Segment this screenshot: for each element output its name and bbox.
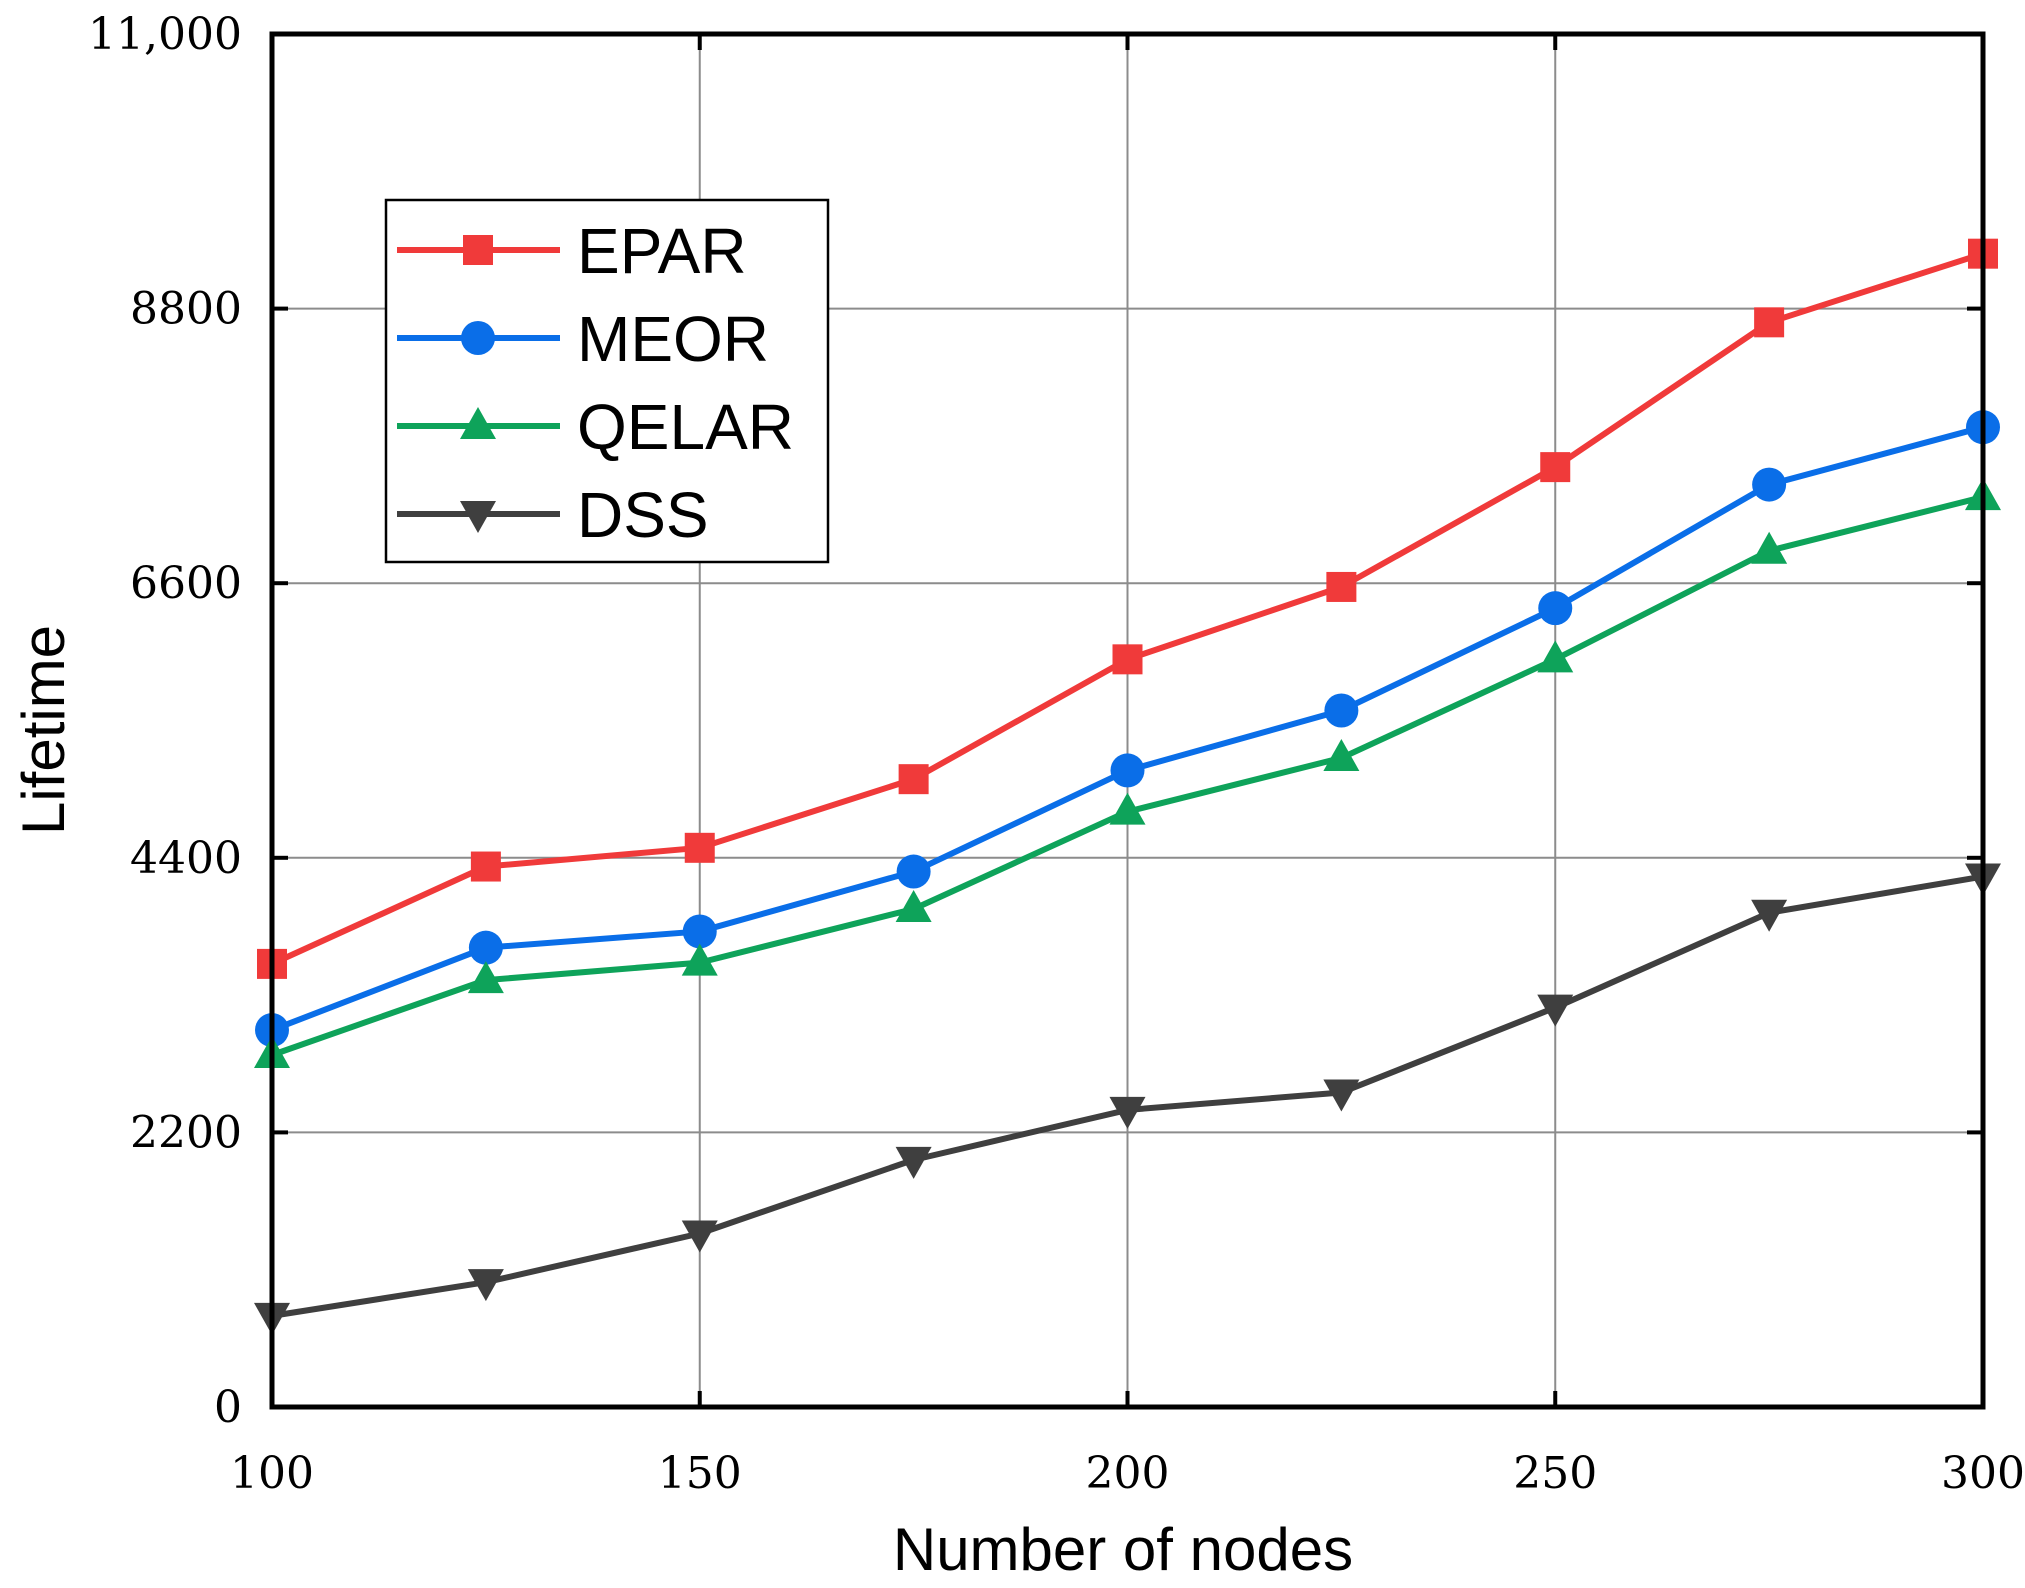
data-point-dss [1537, 994, 1574, 1027]
data-point-meor [468, 930, 503, 965]
legend: EPAR MEOR QELAR DSS [384, 198, 830, 564]
data-point-meor [682, 914, 717, 949]
data-point-dss [1751, 899, 1788, 932]
legend-label: DSS [577, 479, 709, 551]
data-point-qelar [1537, 640, 1574, 673]
y-axis-title: Lifetime [10, 625, 77, 835]
x-tick-label: 300 [1941, 1448, 2025, 1499]
y-tick-label: 0 [214, 1382, 242, 1433]
x-tick-label: 100 [230, 1448, 314, 1499]
data-point-qelar [467, 961, 504, 994]
data-point-dss [681, 1220, 718, 1253]
x-tick-label: 250 [1513, 1448, 1597, 1499]
legend-label: EPAR [577, 215, 747, 287]
legend-label: MEOR [577, 303, 769, 375]
legend-swatch-marker [463, 235, 493, 265]
data-point-epar [1112, 644, 1143, 675]
data-point-epar [1540, 452, 1571, 483]
data-point-qelar [1751, 531, 1788, 564]
legend-item-meor: MEOR [397, 303, 769, 375]
data-point-meor [1110, 753, 1145, 788]
data-point-dss [895, 1146, 932, 1179]
y-tick-label: 4400 [130, 833, 242, 884]
data-point-epar [898, 764, 929, 795]
data-point-dss [467, 1269, 504, 1302]
data-point-qelar [1109, 792, 1146, 825]
data-point-meor [1324, 693, 1359, 728]
data-point-meor [1752, 467, 1787, 502]
x-tick-label: 200 [1086, 1448, 1170, 1499]
legend-swatch-marker [460, 407, 496, 439]
legend-swatch-marker [460, 501, 496, 533]
legend-swatch-marker [461, 321, 495, 355]
legend-label: QELAR [577, 391, 794, 463]
x-tick-label: 150 [658, 1448, 742, 1499]
series-epar [257, 238, 1998, 979]
data-point-dss [1109, 1096, 1146, 1129]
data-point-dss [1323, 1079, 1360, 1112]
y-tick-label: 8800 [130, 284, 242, 335]
data-point-epar [1326, 571, 1357, 602]
data-point-epar [470, 851, 501, 882]
y-tick-label: 2200 [130, 1107, 242, 1158]
y-tick-label: 11,000 [88, 9, 242, 60]
data-point-qelar [895, 889, 932, 922]
data-point-qelar [681, 943, 718, 976]
data-point-meor [1538, 591, 1573, 626]
y-tick-label: 6600 [130, 558, 242, 609]
data-point-qelar [1323, 738, 1360, 771]
legend-item-epar: EPAR [397, 215, 747, 287]
axis-tick-labels: 100 150 200 250 300 0 2200 4400 6600 8800 11,000 [88, 9, 2025, 1499]
legend-item-dss: DSS [397, 479, 709, 551]
axis-ticks [270, 32, 1985, 1409]
data-point-meor [896, 854, 931, 889]
series-meor [255, 410, 2000, 1048]
data-point-epar [1754, 307, 1785, 338]
data-point-epar [684, 832, 715, 863]
legend-box [384, 198, 830, 564]
x-axis-title: Number of nodes [893, 1516, 1353, 1583]
legend-item-qelar: QELAR [397, 391, 794, 463]
